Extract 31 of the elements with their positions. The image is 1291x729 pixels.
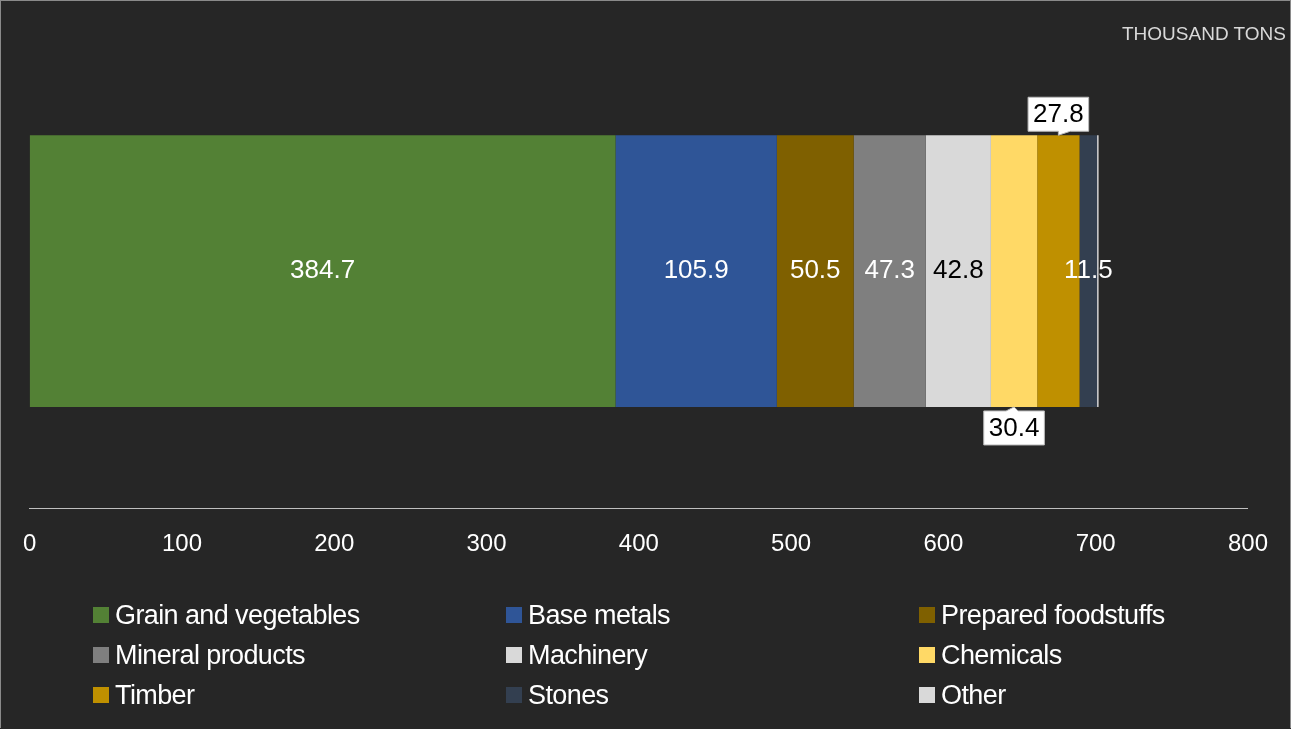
legend-label: Base metals bbox=[528, 599, 670, 631]
x-tick-label: 800 bbox=[1227, 529, 1268, 557]
legend-label: Chemicals bbox=[941, 639, 1062, 671]
legend-label: Machinery bbox=[528, 639, 648, 671]
legend-label: Timber bbox=[115, 679, 195, 711]
bar bbox=[925, 135, 991, 407]
data-label: 27.8 bbox=[1033, 98, 1084, 129]
x-tick-label: 200 bbox=[314, 529, 355, 557]
x-tick-label: 100 bbox=[161, 529, 202, 557]
legend-label: Prepared foodstuffs bbox=[941, 599, 1165, 631]
x-tick-label: 400 bbox=[618, 529, 659, 557]
legend-label: Stones bbox=[528, 679, 609, 711]
data-label: 50.5 bbox=[789, 254, 841, 285]
legend-label: Other bbox=[941, 679, 1006, 711]
data-label: 42.8 bbox=[933, 254, 984, 285]
data-label: 47.3 bbox=[864, 254, 916, 285]
data-label: 30.4 bbox=[988, 412, 1040, 443]
x-tick-label: 0 bbox=[22, 529, 37, 557]
x-tick-label: 500 bbox=[771, 529, 812, 557]
bar bbox=[615, 135, 777, 407]
bar bbox=[29, 135, 616, 407]
x-tick-label: 600 bbox=[923, 529, 964, 557]
legend-label: Mineral products bbox=[115, 639, 305, 671]
data-label: 105.9 bbox=[663, 254, 729, 285]
bar bbox=[853, 135, 926, 407]
legend-label: Grain and vegetables bbox=[115, 599, 360, 631]
data-label: 384.7 bbox=[290, 254, 356, 285]
x-tick-label: 700 bbox=[1075, 529, 1116, 557]
x-tick-label: 300 bbox=[466, 529, 507, 557]
bar bbox=[776, 135, 854, 407]
text: THOUSAND TONS bbox=[1122, 23, 1286, 45]
